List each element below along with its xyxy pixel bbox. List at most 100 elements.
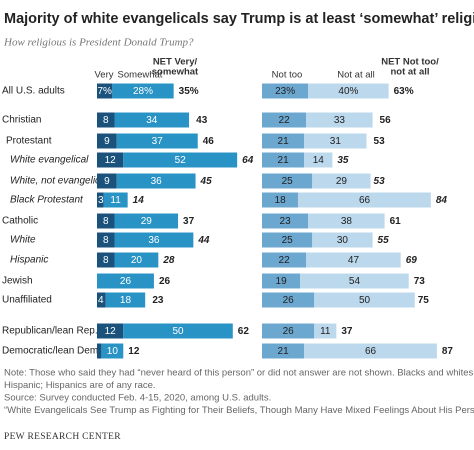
value-label: 8 — [103, 235, 109, 246]
chart-title: Majority of white evangelicals say Trump… — [4, 11, 474, 27]
net-value: 64 — [242, 155, 254, 166]
bar-segment — [97, 323, 124, 339]
value-label: 66 — [359, 195, 371, 206]
value-label: 52 — [175, 155, 187, 166]
value-label: 10 — [107, 346, 119, 357]
bar-segment — [262, 273, 301, 289]
bar-segment — [262, 292, 315, 308]
value-label: 22 — [279, 115, 291, 126]
net-value: 44 — [197, 235, 210, 246]
value-label: 9 — [104, 136, 110, 147]
value-label: 18 — [120, 295, 132, 306]
value-label: 47 — [348, 255, 360, 266]
value-label: 31 — [330, 136, 342, 147]
bar-segment — [262, 252, 307, 268]
net-value: 37 — [183, 216, 195, 227]
value-label: 50 — [359, 295, 371, 306]
bar-segment — [304, 133, 367, 149]
value-label: 3 — [98, 195, 104, 206]
net-value: 28 — [162, 255, 175, 266]
legend-label: Somewhat — [118, 70, 163, 81]
net-value: 53 — [374, 136, 386, 147]
value-label: 50 — [172, 326, 184, 337]
net-value: 63% — [394, 86, 414, 97]
bar-segment — [314, 292, 415, 308]
value-label: 38 — [341, 216, 353, 227]
value-label: 8 — [103, 216, 109, 227]
bar-segment — [312, 173, 371, 189]
legend-label: Not at all — [337, 70, 375, 81]
value-label: 12 — [105, 326, 117, 337]
row-label: White, not evangelical — [10, 176, 109, 187]
value-label: 36 — [148, 235, 160, 246]
net-value: 61 — [390, 216, 402, 227]
note: Hispanic; Hispanics are of any race. — [4, 380, 156, 391]
bar-segment — [97, 292, 106, 308]
net-header: not at all — [390, 67, 429, 78]
bar-segment — [262, 343, 305, 359]
value-label: 54 — [349, 276, 361, 287]
value-label: 21 — [278, 155, 290, 166]
value-label: 4 — [98, 295, 104, 306]
bar-segment — [262, 173, 313, 189]
bar-segment — [304, 152, 333, 168]
net-value: 26 — [159, 276, 171, 287]
bar-segment — [101, 343, 124, 359]
bar-segment — [97, 112, 115, 128]
net-value: 53 — [374, 176, 386, 187]
row-label: Hispanic — [10, 255, 48, 266]
value-label: 8 — [103, 255, 109, 266]
net-value: 84 — [436, 195, 448, 206]
value-label: 14 — [313, 155, 325, 166]
value-label: 26 — [283, 326, 295, 337]
bar-segment — [314, 323, 337, 339]
bar-segment — [116, 173, 196, 189]
source-brand: PEW RESEARCH CENTER — [4, 432, 121, 442]
value-label: 18 — [275, 195, 287, 206]
value-label: 34 — [146, 115, 158, 126]
legend-label: Very — [94, 70, 113, 81]
value-label: 20 — [131, 255, 143, 266]
row-label: Christian — [2, 115, 41, 126]
net-header: somewhat — [152, 67, 199, 78]
bar-segment — [105, 292, 146, 308]
row-label: Democratic/lean Dem. — [2, 346, 101, 357]
value-label: 25 — [282, 235, 294, 246]
net-value: 43 — [196, 115, 208, 126]
note: Note: Those who said they had “never hea… — [4, 368, 474, 379]
row-label: All U.S. adults — [2, 86, 65, 97]
bar-segment — [97, 252, 115, 268]
value-label: 26 — [283, 295, 295, 306]
bar-segment — [114, 112, 189, 128]
net-value: 55 — [378, 235, 390, 246]
bar-segment — [112, 83, 174, 99]
net-value: 69 — [406, 255, 418, 266]
row-label: Jewish — [2, 276, 33, 287]
bar-segment — [114, 252, 159, 268]
bar-segment — [304, 343, 437, 359]
row-label: Catholic — [2, 216, 38, 227]
bar-segment — [262, 112, 307, 128]
row-label: Black Protestant — [10, 195, 84, 206]
bar-segment — [103, 192, 128, 208]
bar-segment — [116, 133, 198, 149]
bar-segment — [308, 213, 385, 229]
bar-segment — [97, 232, 115, 248]
value-label: 30 — [337, 235, 349, 246]
net-value: 56 — [380, 115, 392, 126]
bar-segment — [97, 273, 154, 289]
bar-segment — [262, 83, 309, 99]
value-label: 9 — [104, 176, 110, 187]
bar-segment — [97, 83, 113, 99]
bar-segment — [262, 213, 309, 229]
bar-segment — [262, 152, 305, 168]
net-value: 12 — [128, 346, 140, 357]
value-label: 25 — [282, 176, 294, 187]
value-label: 11 — [320, 326, 331, 337]
bar-segment — [123, 323, 233, 339]
net-value: 23 — [152, 295, 164, 306]
net-value: 45 — [200, 176, 213, 187]
bar-segment — [114, 213, 179, 229]
bar-segment — [308, 83, 389, 99]
